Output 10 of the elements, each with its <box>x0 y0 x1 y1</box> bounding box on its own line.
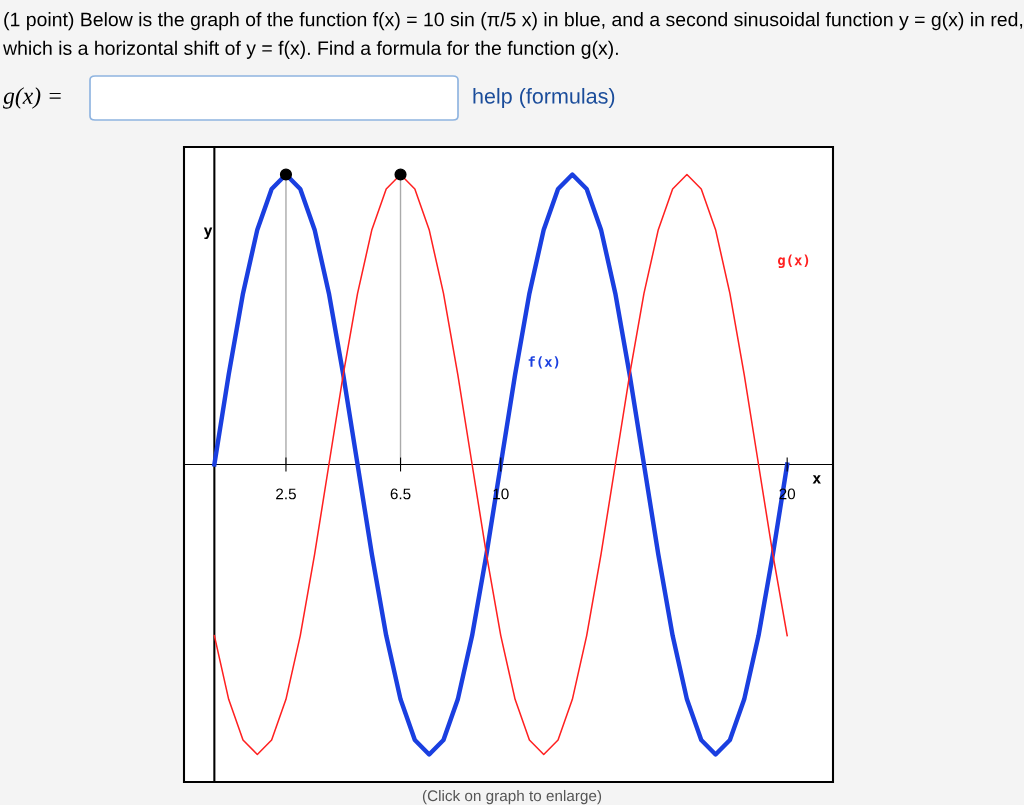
text: help (formulas) <box>473 87 615 109</box>
text: g(x) <box>778 254 809 269</box>
x-tick-label: 2.5 <box>276 488 296 500</box>
chart-title: (1 point) Below is the graph of the function f(x) = 10 sin (π/5 x) in blue, and a second sinusoidal function y = g(x) in red, which is a horizontal shift of y = f(x). Find a formula for the function g(x). <box>3 12 1023 59</box>
text: g(x) = <box>3 87 61 109</box>
x-axis-title: x <box>812 475 821 484</box>
series-label: f(x) <box>528 356 559 369</box>
y-axis-title: y <box>203 227 213 240</box>
x-tick-label: 6.5 <box>390 488 411 500</box>
text: (Click on graph to enlarge) <box>422 789 602 805</box>
